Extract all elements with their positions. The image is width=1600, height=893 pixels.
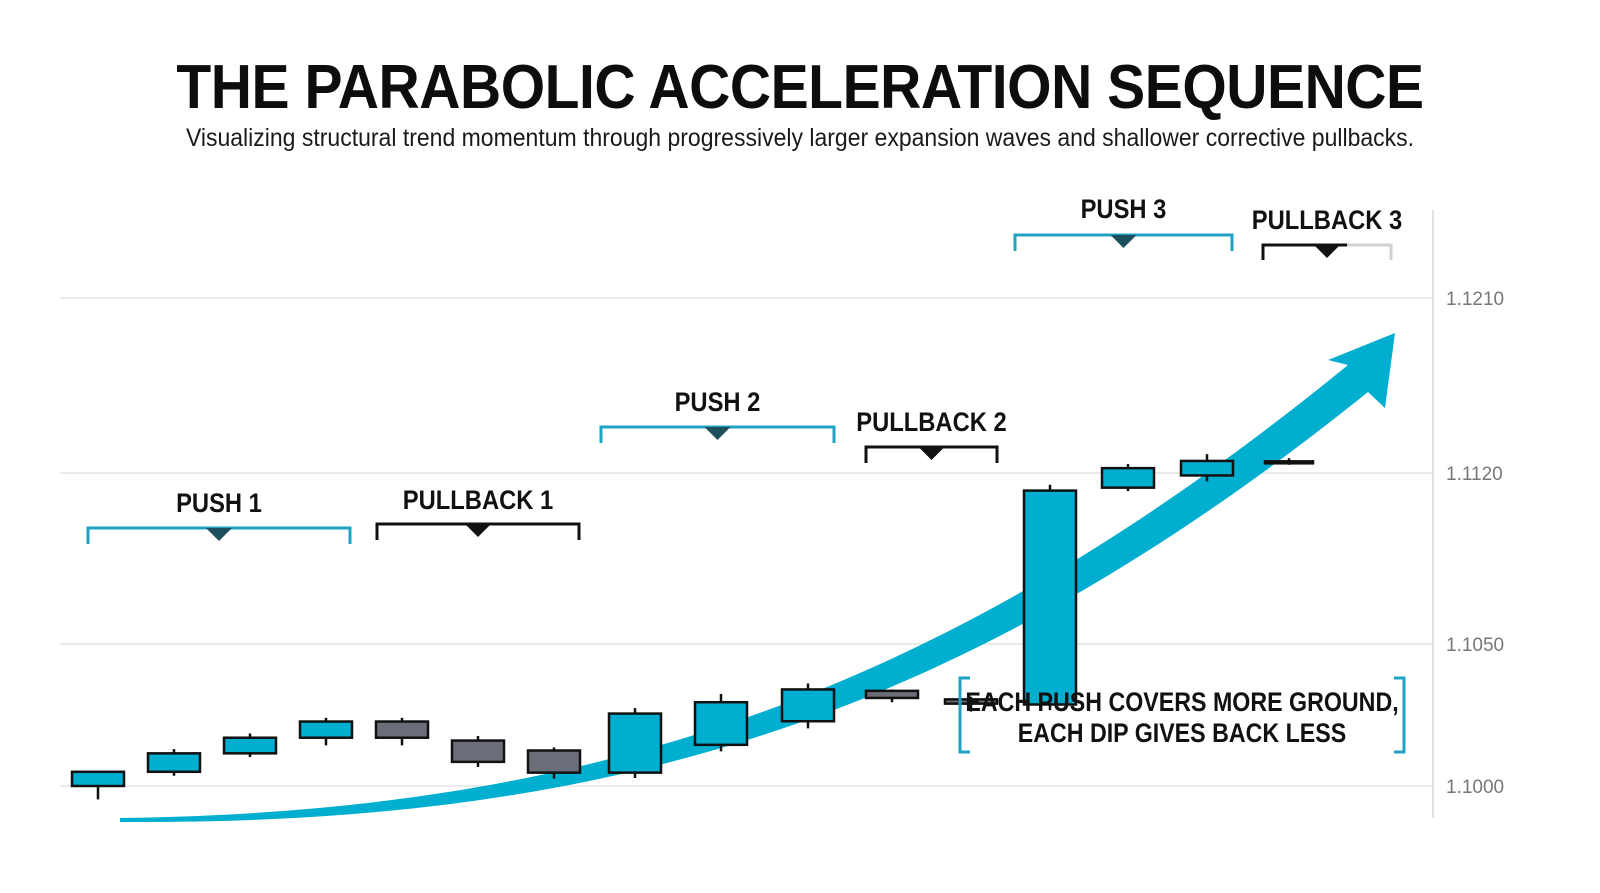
candle-body <box>693 700 749 747</box>
wave-group: PULLBACK 2 <box>856 408 1007 463</box>
candle-body <box>780 688 836 723</box>
wave-group: PUSH 1 <box>86 489 352 544</box>
chart-title: THE PARABOLIC ACCELERATION SEQUENCE <box>176 53 1424 122</box>
candle <box>1263 458 1315 465</box>
trend-arrow <box>120 333 1395 823</box>
wave-labels: PUSH 1 PULLBACK 1 PUSH 2 PULLBACK 2 PUSH 3 PU… <box>86 195 1402 544</box>
candle <box>780 683 836 729</box>
candle <box>1022 484 1078 711</box>
wave-group: PULLBACK 1 <box>375 486 581 540</box>
y-tick-label: 1.1050 <box>1446 635 1504 656</box>
wave-label: PULLBACK 3 <box>1252 206 1402 236</box>
annotation-bracket-right <box>1394 676 1406 754</box>
wave-marker <box>704 427 731 440</box>
candle-body <box>70 770 126 788</box>
wave-label: PULLBACK 2 <box>856 408 1006 438</box>
y-tick-label: 1.1120 <box>1446 464 1503 485</box>
wave-label: PUSH 3 <box>1081 195 1167 225</box>
wave-marker <box>465 524 491 537</box>
wave-label: PUSH 1 <box>176 489 262 519</box>
wave-marker <box>206 528 232 541</box>
candles <box>70 454 1315 800</box>
candle <box>222 733 278 758</box>
candle-body <box>943 698 999 705</box>
wave-label: PULLBACK 1 <box>403 486 553 516</box>
trend-arrow-body <box>120 333 1395 823</box>
wave-bracket-fade <box>1347 243 1393 260</box>
candle-body <box>222 736 278 755</box>
candle-body <box>146 752 202 774</box>
candle-body <box>298 720 354 739</box>
candle-body <box>864 689 920 700</box>
candle-body <box>607 712 663 774</box>
candle <box>298 717 354 746</box>
annotation-line-1: EACH PUSH COVERS MORE GROUND, <box>965 687 1398 717</box>
annotation-bracket-left <box>958 676 970 754</box>
candle-body <box>374 720 430 739</box>
y-axis: 1.1000 1.1050 1.1120 1.1210 <box>1432 210 1504 818</box>
wave-label: PUSH 2 <box>675 388 761 418</box>
candle <box>693 693 749 752</box>
candle-body <box>1263 460 1315 465</box>
wave-group: PUSH 3 <box>1013 195 1234 251</box>
y-tick-label: 1.1000 <box>1446 777 1504 798</box>
candle-body <box>526 749 582 774</box>
wave-marker <box>918 447 945 460</box>
candle-body <box>1022 489 1078 706</box>
candle <box>70 770 126 800</box>
candle <box>146 749 202 776</box>
annotation-box: EACH PUSH COVERS MORE GROUND, EACH DIP G… <box>958 676 1406 754</box>
candle <box>526 747 582 779</box>
candle <box>450 736 506 767</box>
candle <box>374 717 430 746</box>
wave-group: PUSH 2 <box>599 388 836 443</box>
candle-body <box>1100 466 1156 489</box>
candle <box>864 689 920 703</box>
candle <box>1100 464 1156 492</box>
chart-subtitle: Visualizing structural trend momentum th… <box>185 124 1415 152</box>
wave-marker <box>1314 245 1340 258</box>
y-tick-label: 1.1210 <box>1446 289 1504 310</box>
candle <box>943 696 999 712</box>
candle <box>1179 454 1235 482</box>
wave-group: PULLBACK 3 <box>1252 206 1402 260</box>
annotation-line-2: EACH DIP GIVES BACK LESS <box>1018 718 1346 748</box>
wave-marker <box>1110 235 1137 248</box>
candle-body <box>1179 459 1235 477</box>
candle-body <box>450 739 506 764</box>
candle <box>607 708 663 779</box>
